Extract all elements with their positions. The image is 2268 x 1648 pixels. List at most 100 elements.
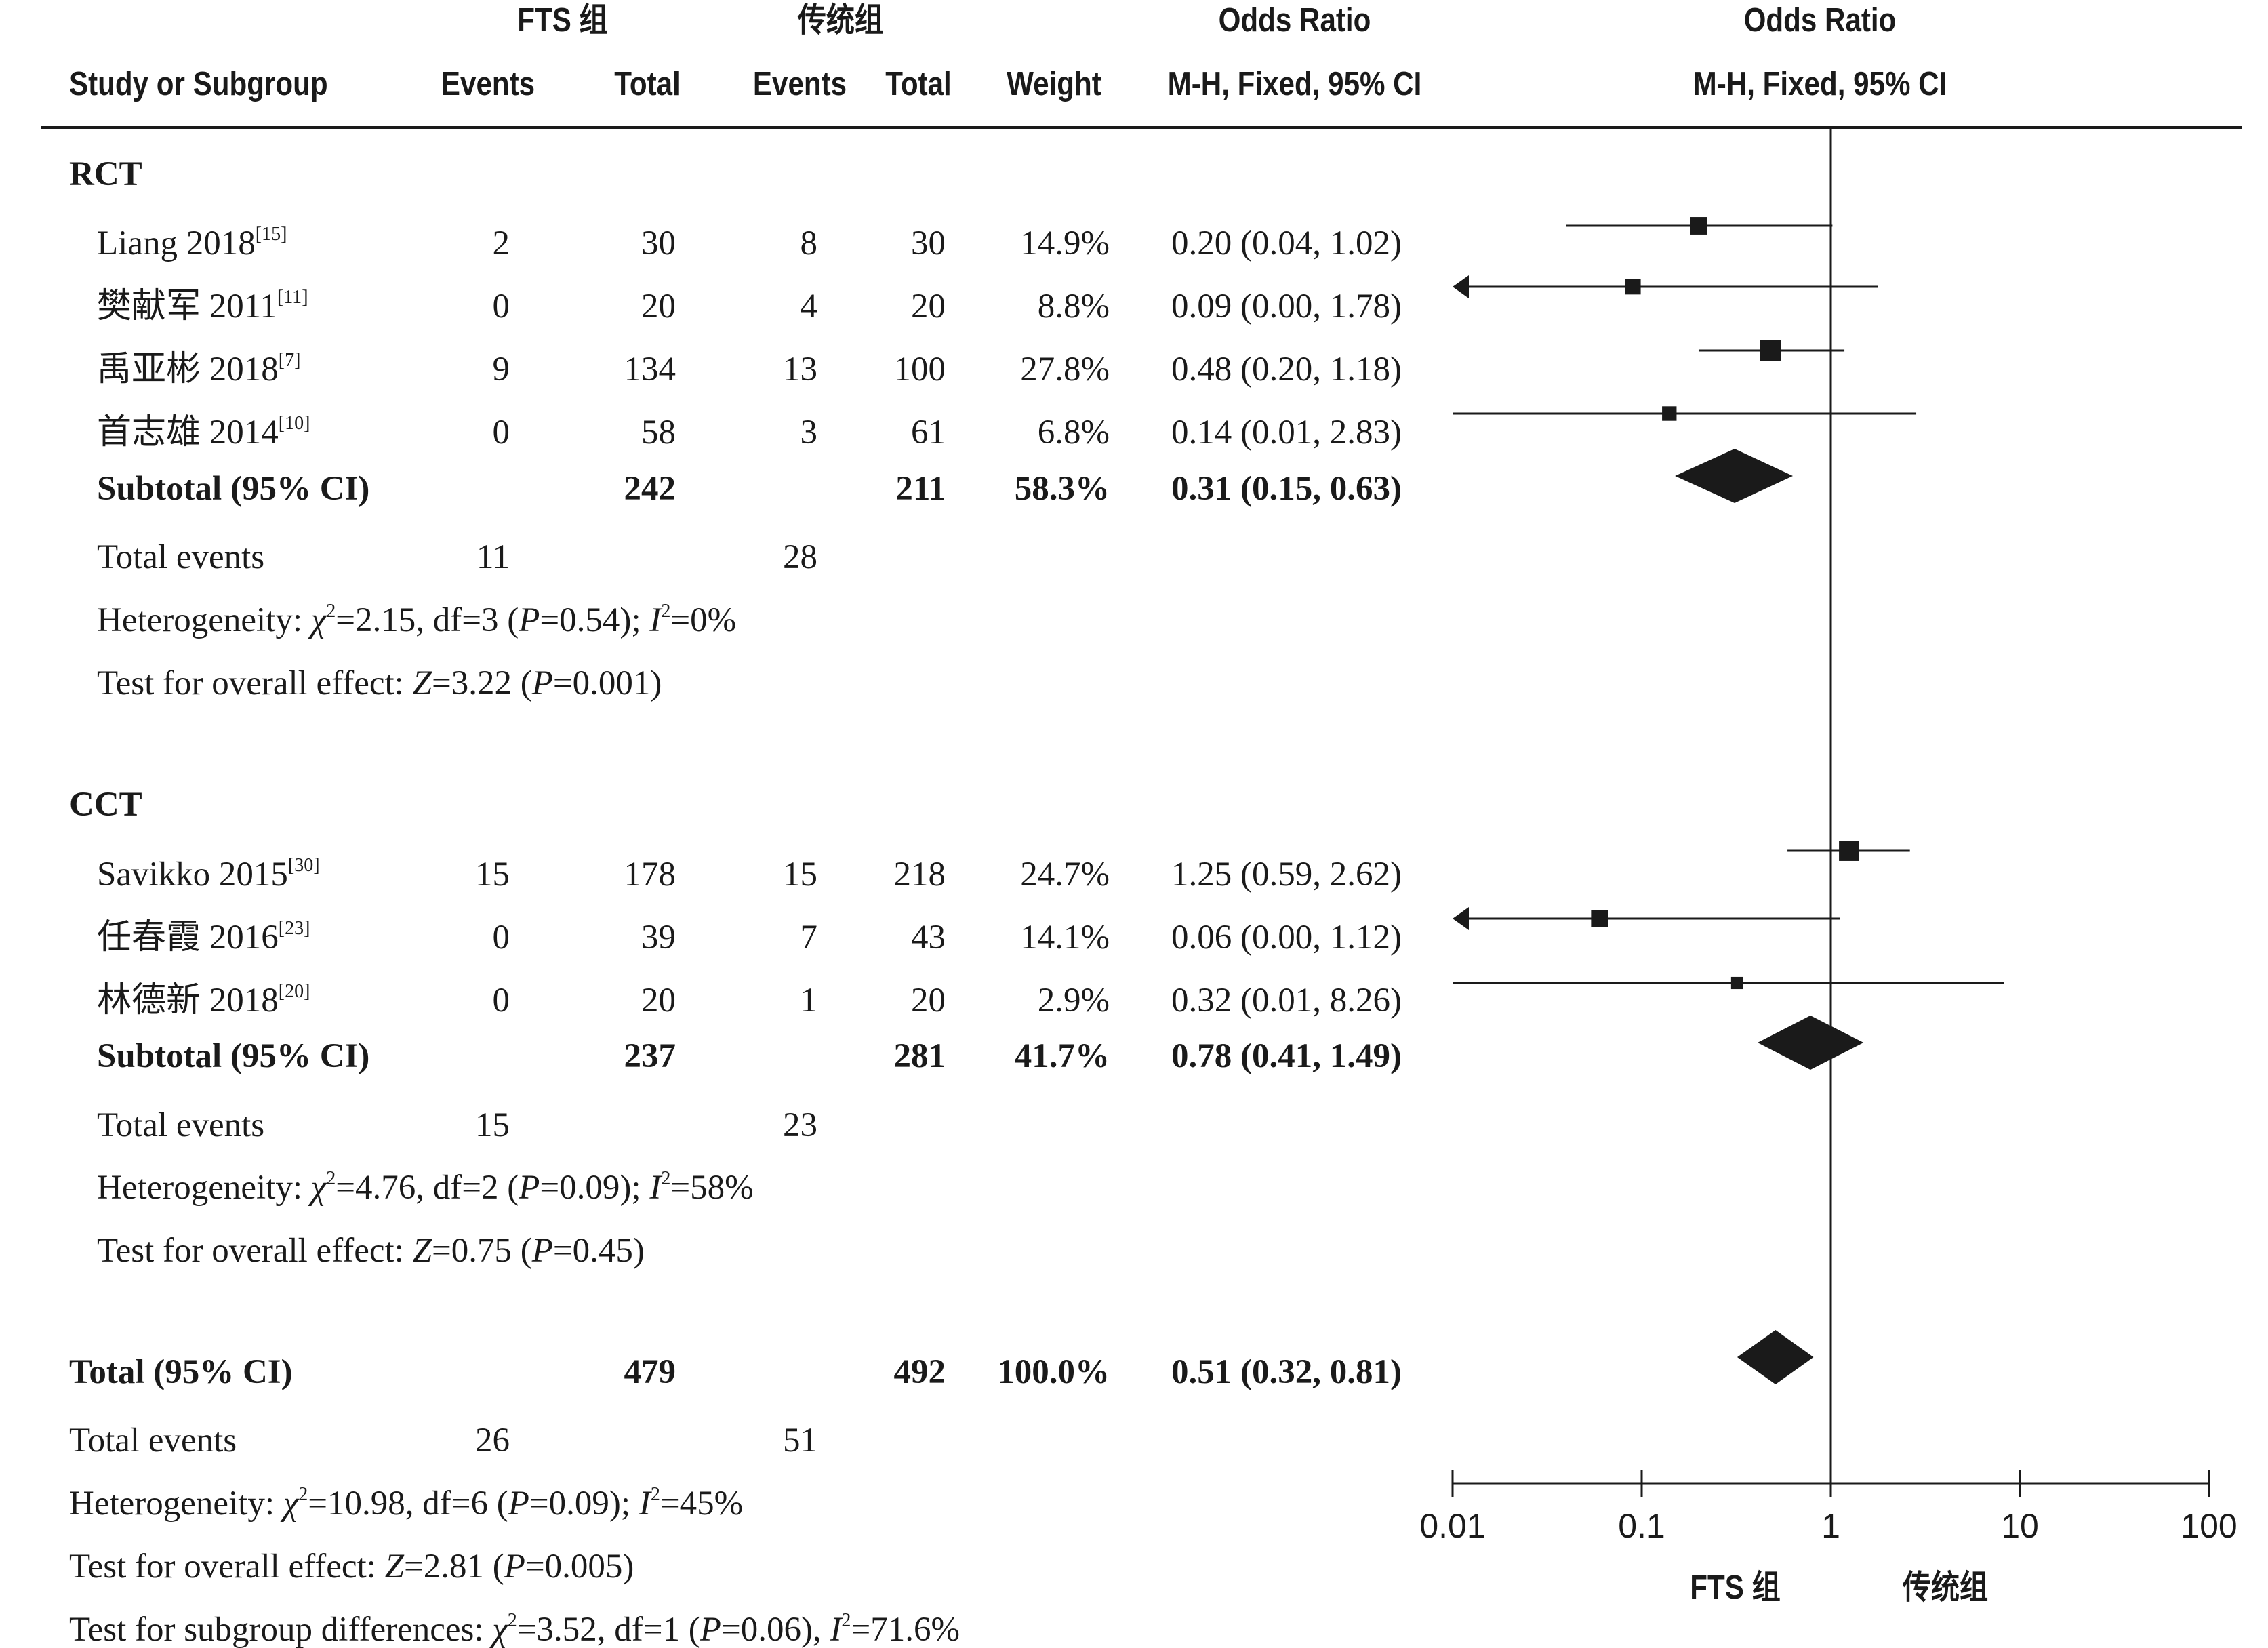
subtotal-label: Subtotal (95% CI) bbox=[97, 470, 370, 508]
weight-cell: 58.3% bbox=[1014, 470, 1110, 508]
overall-effect-text: Test for overall effect: Z=0.75 (P=0.45) bbox=[97, 1232, 645, 1270]
events1-cell: 26 bbox=[475, 1422, 510, 1460]
events1-cell: 0 bbox=[492, 287, 510, 325]
weight-cell: 14.1% bbox=[1020, 919, 1110, 957]
total2-cell: 281 bbox=[893, 1037, 946, 1075]
x-tick-label: 0.01 bbox=[1419, 1507, 1485, 1545]
study-name: Liang 2018[15] bbox=[97, 223, 287, 262]
study-point bbox=[1662, 406, 1677, 421]
weight-cell: 27.8% bbox=[1020, 350, 1110, 388]
study-point bbox=[1625, 279, 1641, 295]
events1-header: Events bbox=[441, 66, 535, 102]
total1-cell: 30 bbox=[641, 224, 676, 262]
x-tick-label: 10 bbox=[2001, 1507, 2039, 1545]
method-column-header: M-H, Fixed, 95% CI bbox=[1167, 66, 1422, 102]
weight-cell: 41.7% bbox=[1014, 1037, 1110, 1075]
events2-cell: 51 bbox=[783, 1422, 817, 1460]
heterogeneity-text: Heterogeneity: χ2=2.15, df=3 (P=0.54); I… bbox=[97, 600, 737, 639]
heterogeneity-text: Heterogeneity: χ2=4.76, df=2 (P=0.09); I… bbox=[97, 1167, 754, 1207]
odds-ratio-ci-cell: 0.32 (0.01, 8.26) bbox=[1171, 982, 1402, 1020]
ci-arrow-left bbox=[1453, 275, 1469, 298]
subtotal-label: Subtotal (95% CI) bbox=[97, 1037, 370, 1075]
total-label: Total (95% CI) bbox=[69, 1353, 293, 1391]
events2-cell: 8 bbox=[800, 224, 818, 262]
weight-header: Weight bbox=[1007, 66, 1101, 102]
total1-header: Total bbox=[614, 66, 681, 102]
overall-effect-text: Test for overall effect: Z=2.81 (P=0.005… bbox=[69, 1548, 634, 1586]
overall-effect-text: Test for overall effect: Z=3.22 (P=0.001… bbox=[97, 664, 662, 702]
odds-ratio-plot-header: Odds Ratio bbox=[1743, 2, 1897, 39]
total2-cell: 492 bbox=[893, 1353, 946, 1391]
odds-ratio-ci-cell: 0.31 (0.15, 0.63) bbox=[1171, 470, 1402, 508]
odds-ratio-column-header: Odds Ratio bbox=[1218, 2, 1371, 39]
events1-cell: 0 bbox=[492, 919, 510, 957]
x-tick-label: 100 bbox=[2181, 1507, 2237, 1545]
favours-right-label: 传统组 bbox=[1902, 1569, 1989, 1606]
ci-arrow-left bbox=[1453, 907, 1469, 930]
group2-header: 传统组 bbox=[797, 2, 884, 39]
pooled-diamond bbox=[1737, 1330, 1814, 1384]
study-point bbox=[1839, 841, 1859, 861]
weight-cell: 24.7% bbox=[1020, 856, 1110, 893]
favours-left-label: FTS 组 bbox=[1690, 1569, 1781, 1606]
odds-ratio-ci-cell: 0.20 (0.04, 1.02) bbox=[1171, 224, 1402, 262]
odds-ratio-ci-cell: 0.51 (0.32, 0.81) bbox=[1171, 1353, 1402, 1391]
events2-cell: 23 bbox=[783, 1106, 817, 1144]
weight-cell: 100.0% bbox=[997, 1353, 1110, 1391]
events2-header: Events bbox=[752, 66, 847, 102]
events2-cell: 28 bbox=[783, 538, 817, 576]
odds-ratio-ci-cell: 0.14 (0.01, 2.83) bbox=[1171, 414, 1402, 451]
total1-cell: 479 bbox=[624, 1353, 676, 1391]
total1-cell: 58 bbox=[641, 414, 676, 451]
events1-cell: 11 bbox=[476, 538, 510, 576]
total-events-label: Total events bbox=[97, 1106, 265, 1144]
odds-ratio-ci-cell: 0.78 (0.41, 1.49) bbox=[1171, 1037, 1402, 1075]
events2-cell: 15 bbox=[783, 856, 817, 893]
total1-cell: 20 bbox=[641, 982, 676, 1020]
total1-cell: 39 bbox=[641, 919, 676, 957]
events2-cell: 1 bbox=[800, 982, 818, 1020]
odds-ratio-ci-cell: 1.25 (0.59, 2.62) bbox=[1171, 856, 1402, 893]
subgroup-label-rct: RCT bbox=[69, 155, 142, 193]
total1-cell: 237 bbox=[624, 1037, 676, 1075]
study-name: 林德新 2018[20] bbox=[97, 980, 310, 1020]
total2-cell: 43 bbox=[911, 919, 946, 957]
study-point bbox=[1690, 217, 1707, 235]
total1-cell: 242 bbox=[624, 470, 676, 508]
events2-cell: 7 bbox=[800, 919, 818, 957]
study-name: 禹亚彬 2018[7] bbox=[97, 349, 301, 388]
events1-cell: 0 bbox=[492, 414, 510, 451]
subgroup-differences-text: Test for subgroup differences: χ2=3.52, … bbox=[69, 1609, 960, 1648]
weight-cell: 6.8% bbox=[1037, 414, 1110, 451]
study-point bbox=[1591, 910, 1608, 927]
events1-cell: 2 bbox=[492, 224, 510, 262]
total2-cell: 20 bbox=[911, 982, 946, 1020]
study-point bbox=[1760, 340, 1781, 361]
events1-cell: 0 bbox=[492, 982, 510, 1020]
events2-cell: 13 bbox=[783, 350, 817, 388]
study-column-header: Study or Subgroup bbox=[69, 66, 328, 102]
total2-cell: 211 bbox=[895, 470, 946, 508]
total2-cell: 61 bbox=[911, 414, 946, 451]
total1-cell: 178 bbox=[624, 856, 676, 893]
header-rule bbox=[41, 126, 2242, 129]
odds-ratio-ci-cell: 0.48 (0.20, 1.18) bbox=[1171, 350, 1402, 388]
events1-cell: 9 bbox=[492, 350, 510, 388]
total1-cell: 20 bbox=[641, 287, 676, 325]
group1-header: FTS 组 bbox=[517, 2, 608, 39]
odds-ratio-ci-cell: 0.06 (0.00, 1.12) bbox=[1171, 919, 1402, 957]
weight-cell: 2.9% bbox=[1037, 982, 1110, 1020]
total2-cell: 30 bbox=[911, 224, 946, 262]
total2-cell: 100 bbox=[893, 350, 946, 388]
weight-cell: 14.9% bbox=[1020, 224, 1110, 262]
total-events-label: Total events bbox=[97, 538, 265, 576]
events1-cell: 15 bbox=[475, 856, 510, 893]
study-name: Savikko 2015[30] bbox=[97, 854, 320, 893]
events2-cell: 4 bbox=[800, 287, 818, 325]
total1-cell: 134 bbox=[624, 350, 676, 388]
x-tick-label: 1 bbox=[1821, 1507, 1840, 1545]
study-name: 任春霞 2016[23] bbox=[97, 917, 310, 957]
total2-header: Total bbox=[885, 66, 952, 102]
